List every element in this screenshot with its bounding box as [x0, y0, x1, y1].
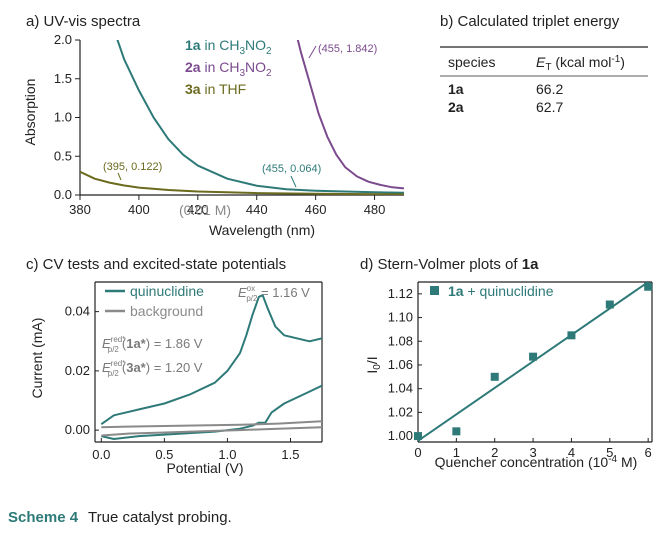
panel-b-table: b) Calculated triplet energy species ET …: [440, 13, 648, 115]
legend-marker: [430, 286, 439, 295]
cv-return-quinuclidine: [101, 384, 322, 440]
cv-forward-quinuclidine: [100, 294, 322, 426]
x-tick-label: 0: [414, 445, 421, 460]
panel-c-ylabel: Current (mA): [29, 318, 45, 399]
y-tick-label: 1.10: [388, 310, 413, 325]
panel-b-title: b) Calculated triplet energy: [440, 13, 620, 30]
panel-c-title: c) CV tests and excited-state potentials: [26, 256, 286, 273]
x-tick-label: 380: [69, 202, 91, 217]
y-tick-label: 0.5: [54, 148, 72, 163]
caption-text: Scheme 4 True catalyst probing.: [8, 509, 232, 526]
annotation-label: (455, 1.842): [318, 43, 377, 55]
data-point: [644, 282, 653, 291]
legend-entry-1a: 1a in CH3NO2: [185, 37, 272, 57]
panel-a-title: a) UV-vis spectra: [26, 13, 141, 30]
x-tick-label: 0.5: [155, 447, 173, 462]
cv-forward-background: [101, 420, 322, 429]
x-tick-label: 480: [364, 202, 386, 217]
panel-d-stern-volmer: d) Stern-Volmer plots of 1a 0 1 2 3 4 5 6 1.00 1…: [360, 256, 653, 470]
panel-d-ylabel: I0/I: [364, 356, 383, 373]
data-point: [490, 372, 499, 381]
y-tick-label: 0.0: [54, 187, 72, 202]
x-tick-label: 460: [305, 202, 327, 217]
data-point: [414, 432, 422, 441]
panel-d-title: d) Stern-Volmer plots of 1a: [360, 256, 539, 273]
legend-entry-2a: 2a in CH3NO2: [185, 59, 272, 79]
table-row-value-2a: 62.7: [536, 99, 563, 115]
data-point: [452, 427, 461, 436]
x-tick-label: 6: [645, 445, 652, 460]
panel-c-cv: c) CV tests and excited-state potentials…: [26, 256, 323, 476]
y-tick-label: 0.04: [65, 304, 90, 319]
table-row-value-1a: 66.2: [536, 81, 563, 97]
data-point: [605, 300, 614, 309]
data-point: [567, 331, 576, 340]
y-tick-label: 0.02: [65, 363, 90, 378]
legend-label-quinuclidine: quinuclidine: [130, 283, 204, 299]
annotation-leader: [308, 45, 317, 59]
panel-c-xlabel: Potential (V): [166, 460, 243, 476]
table-row-species-2a: 2a: [448, 99, 464, 115]
panel-c-axes: 0.0 0.5 1.0 1.5 0.00 0.02 0.04 quinuclidine back…: [65, 281, 323, 462]
x-tick-label: 420: [187, 202, 209, 217]
y-tick-label: 1.02: [388, 404, 413, 419]
annotation-leader: [117, 172, 122, 181]
data-point: [529, 352, 538, 361]
cv-return-background: [101, 426, 322, 437]
x-tick-label: 3: [529, 445, 536, 460]
caption: Scheme 4 True catalyst probing.: [8, 509, 232, 526]
annotation-label: (455, 0.064): [262, 163, 321, 175]
x-tick-label: 0.0: [92, 447, 110, 462]
y-tick-label: 1.04: [388, 381, 413, 396]
table-header-species: species: [448, 54, 495, 70]
legend-label-background: background: [130, 303, 203, 319]
x-tick-label: 5: [606, 445, 613, 460]
potential-label: Ered* p/2 (3a*) = 1.20 V: [102, 359, 203, 378]
legend-label: 1a + quinuclidine: [448, 283, 554, 299]
y-tick-label: 1.0: [54, 110, 72, 125]
potential-label: Eox p/2 = 1.16 V: [238, 284, 310, 303]
table-row-species-1a: 1a: [448, 81, 464, 97]
y-tick-label: 0.00: [65, 422, 90, 437]
annotation-leader: [290, 175, 297, 188]
y-tick-label: 1.12: [388, 286, 413, 301]
series-line-3a: [80, 170, 404, 195]
panel-a-ylabel: Absorption: [22, 79, 38, 146]
y-tick-label: 2.0: [54, 32, 72, 47]
panel-a-concentration-note: (0.01 M): [179, 202, 231, 218]
y-tick-label: 1.5: [54, 71, 72, 86]
x-tick-label: 4: [568, 445, 575, 460]
panel-a-axes: 380 400 420 440 460 480 0.0 0.5 1.0 1.5 2.0 1a in C…: [54, 32, 404, 217]
legend-entry-3a: 3a in THF: [185, 81, 246, 97]
x-tick-label: 1: [453, 445, 460, 460]
table-header-energy: ET (kcal mol-1): [536, 54, 625, 73]
series-line-2a: [296, 40, 404, 190]
panel-a-uv-vis: a) UV-vis spectra 380 400 420 440 460 480 0.0 0…: [22, 13, 404, 238]
x-tick-label: 440: [246, 202, 268, 217]
x-tick-label: 2: [491, 445, 498, 460]
y-tick-label: 1.06: [388, 357, 413, 372]
x-tick-label: 400: [128, 202, 150, 217]
annotation-label: (395, 0.122): [103, 161, 162, 173]
x-tick-label: 1.0: [218, 447, 236, 462]
panel-d-axes: 0 1 2 3 4 5 6 1.00 1.02 1.04 1.06 1.08 1.10 1.12 1a + …: [388, 281, 653, 460]
x-tick-label: 1.5: [281, 447, 299, 462]
y-tick-label: 1.00: [388, 428, 413, 443]
panel-a-xlabel: Wavelength (nm): [209, 222, 315, 238]
y-tick-label: 1.08: [388, 333, 413, 348]
series-line-1a: [116, 40, 404, 194]
potential-label: Ered* p/2 (1a*) = 1.86 V: [102, 335, 203, 354]
panel-d-xlabel: Quencher concentration (10-4 M): [435, 454, 638, 470]
